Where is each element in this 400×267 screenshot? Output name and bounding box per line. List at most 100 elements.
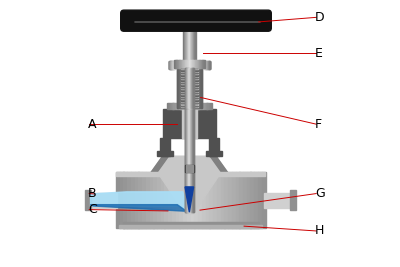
Bar [186,60,187,68]
Bar [168,172,172,228]
Bar [195,60,196,68]
Bar [190,187,191,212]
Bar [193,28,194,60]
Bar [207,61,208,69]
Bar [181,77,198,78]
Bar [181,101,198,102]
Bar [179,60,180,68]
Polygon shape [210,156,229,175]
Bar [194,28,195,60]
Bar [184,68,185,108]
Bar [188,68,189,108]
Bar [193,28,194,60]
Bar [186,68,187,108]
Bar [204,103,206,109]
Bar [181,104,198,106]
Bar [176,172,180,228]
Bar [209,172,213,228]
Text: B: B [88,187,96,200]
Bar [181,100,198,101]
Bar [180,172,184,228]
Bar [190,68,191,108]
Bar [192,187,193,212]
Bar [204,61,205,69]
Bar [174,103,175,109]
Bar [193,108,194,187]
Bar [199,60,200,68]
Bar [186,68,187,108]
Bar [191,108,192,187]
Bar [134,172,138,228]
Bar [183,68,184,108]
Bar [181,78,198,80]
Bar [187,68,188,108]
Bar [193,108,194,187]
Bar [205,103,207,109]
Bar [193,68,194,108]
Bar [189,68,190,108]
Bar [207,61,208,69]
Bar [184,165,194,172]
Bar [262,172,266,228]
Bar [187,187,188,212]
Polygon shape [149,156,229,175]
Bar [190,68,192,108]
Bar [204,60,205,68]
Bar [200,60,201,68]
Bar [194,68,195,108]
Bar [189,187,190,212]
Bar [181,84,198,86]
Bar [206,172,210,228]
Bar [190,68,191,108]
Bar [191,172,195,228]
Bar [258,172,262,228]
Bar [184,103,185,109]
Bar [205,61,206,69]
Bar [187,108,188,187]
Bar [185,108,186,187]
Bar [187,60,188,68]
Text: A: A [88,118,96,131]
Bar [178,68,179,108]
Bar [185,68,186,108]
Bar [192,187,193,212]
Bar [201,68,202,108]
Bar [173,61,174,69]
Bar [181,86,198,87]
Bar [206,151,222,156]
Bar [181,80,198,81]
Text: D: D [315,11,324,24]
Bar [127,172,131,228]
Bar [200,68,201,108]
Bar [198,172,202,228]
Bar [220,172,224,228]
Bar [197,68,198,108]
Bar [190,68,191,108]
Bar [185,103,186,109]
Bar [183,172,187,228]
Bar [198,60,199,68]
Bar [171,61,172,69]
Bar [189,68,190,108]
Bar [239,172,243,228]
Bar [170,103,172,109]
Bar [189,103,191,109]
Bar [187,187,188,212]
Bar [189,68,190,108]
Bar [161,172,165,228]
Bar [193,68,194,108]
Bar [89,193,117,208]
Bar [192,68,193,108]
Bar [196,60,197,68]
Bar [188,187,189,212]
Bar [157,151,173,156]
Bar [189,28,190,60]
Bar [181,103,183,109]
Polygon shape [185,187,194,212]
Bar [204,61,205,69]
Bar [181,81,198,82]
Bar [160,138,170,156]
Bar [174,103,176,109]
Bar [190,108,191,187]
Bar [193,103,194,109]
